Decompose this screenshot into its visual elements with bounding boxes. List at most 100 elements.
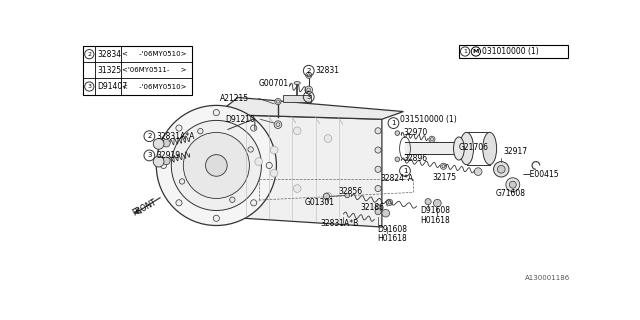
Text: 1: 1: [403, 168, 407, 174]
Text: 32831A*B: 32831A*B: [320, 219, 358, 228]
Circle shape: [205, 155, 227, 176]
Circle shape: [395, 157, 399, 162]
Circle shape: [497, 165, 505, 173]
Circle shape: [375, 166, 381, 172]
Text: —E00415: —E00415: [523, 170, 559, 179]
Circle shape: [345, 193, 349, 198]
Text: 031510000 (1): 031510000 (1): [399, 115, 456, 124]
Circle shape: [176, 200, 182, 206]
Bar: [83, 46, 193, 95]
Circle shape: [163, 157, 170, 165]
Circle shape: [275, 99, 281, 105]
Text: 3: 3: [307, 94, 311, 100]
Text: 2: 2: [307, 68, 311, 74]
Circle shape: [176, 125, 182, 131]
Circle shape: [375, 205, 381, 211]
Text: 2: 2: [147, 133, 152, 139]
Circle shape: [179, 179, 185, 184]
Circle shape: [213, 109, 220, 116]
Text: D91608: D91608: [378, 225, 407, 234]
Circle shape: [474, 168, 482, 175]
Circle shape: [172, 120, 261, 211]
Text: 32919: 32919: [156, 151, 180, 160]
Text: G01301: G01301: [305, 198, 335, 207]
Text: A21215: A21215: [220, 94, 250, 103]
Circle shape: [248, 147, 253, 152]
Circle shape: [153, 139, 164, 149]
Text: 031010000 (1): 031010000 (1): [482, 47, 539, 56]
Circle shape: [293, 185, 301, 192]
Text: <     -'06MY0510>: < -'06MY0510>: [122, 84, 187, 90]
Text: 32917: 32917: [504, 147, 528, 156]
Circle shape: [198, 128, 203, 134]
Circle shape: [153, 156, 164, 167]
Circle shape: [433, 199, 441, 207]
Text: A130001186: A130001186: [525, 275, 570, 281]
Text: 32834: 32834: [97, 50, 121, 59]
Polygon shape: [216, 98, 403, 119]
Text: D91210: D91210: [225, 115, 255, 124]
Text: 1: 1: [391, 120, 396, 126]
Bar: [284, 95, 311, 102]
Circle shape: [305, 86, 312, 94]
Circle shape: [293, 127, 301, 135]
Circle shape: [251, 200, 257, 206]
Circle shape: [274, 121, 282, 129]
Text: H01618: H01618: [420, 216, 450, 225]
Circle shape: [251, 125, 257, 131]
Circle shape: [213, 215, 220, 221]
Circle shape: [323, 193, 330, 199]
Text: FRONT: FRONT: [131, 198, 158, 218]
Ellipse shape: [483, 132, 497, 165]
Text: 3: 3: [147, 152, 152, 158]
Text: <     -'06MY0510>: < -'06MY0510>: [122, 51, 187, 57]
Circle shape: [429, 136, 435, 142]
Text: 32856: 32856: [338, 187, 362, 196]
Circle shape: [440, 163, 447, 169]
Text: D91608: D91608: [420, 206, 451, 215]
Circle shape: [375, 186, 381, 192]
Ellipse shape: [454, 137, 464, 160]
Circle shape: [156, 105, 276, 226]
Text: 32831A*A: 32831A*A: [156, 132, 195, 141]
Circle shape: [161, 162, 166, 169]
Circle shape: [270, 169, 278, 177]
Text: 32175: 32175: [432, 172, 456, 181]
Text: 2: 2: [87, 52, 92, 57]
Circle shape: [387, 199, 393, 205]
Text: 32970: 32970: [403, 128, 428, 137]
Text: 3: 3: [87, 84, 92, 89]
Polygon shape: [216, 114, 382, 227]
Circle shape: [506, 178, 520, 192]
Circle shape: [509, 181, 516, 188]
Circle shape: [163, 139, 170, 147]
Text: 31325: 31325: [97, 66, 121, 75]
Circle shape: [306, 72, 312, 78]
Text: 32186: 32186: [360, 203, 385, 212]
Circle shape: [230, 197, 235, 203]
Circle shape: [255, 158, 262, 165]
Text: D91407: D91407: [97, 82, 127, 91]
Text: 1: 1: [463, 49, 467, 54]
Circle shape: [324, 192, 332, 200]
Circle shape: [395, 131, 399, 135]
Ellipse shape: [460, 132, 474, 165]
Circle shape: [425, 198, 431, 205]
Circle shape: [266, 162, 272, 169]
Text: G21706: G21706: [459, 143, 489, 152]
Circle shape: [375, 128, 381, 134]
Circle shape: [382, 209, 390, 217]
Text: <'06MY0511-     >: <'06MY0511- >: [122, 67, 187, 73]
Circle shape: [324, 135, 332, 142]
Text: G71608: G71608: [496, 189, 526, 198]
Circle shape: [183, 132, 250, 198]
Text: 32896: 32896: [403, 154, 428, 163]
Text: G00701: G00701: [259, 78, 289, 88]
Circle shape: [375, 147, 381, 153]
Text: 32824*A: 32824*A: [380, 174, 413, 183]
Text: 32831: 32831: [315, 66, 339, 75]
Bar: [459, 44, 568, 59]
Text: H01618: H01618: [378, 234, 407, 243]
Circle shape: [270, 146, 278, 154]
Circle shape: [493, 162, 509, 177]
